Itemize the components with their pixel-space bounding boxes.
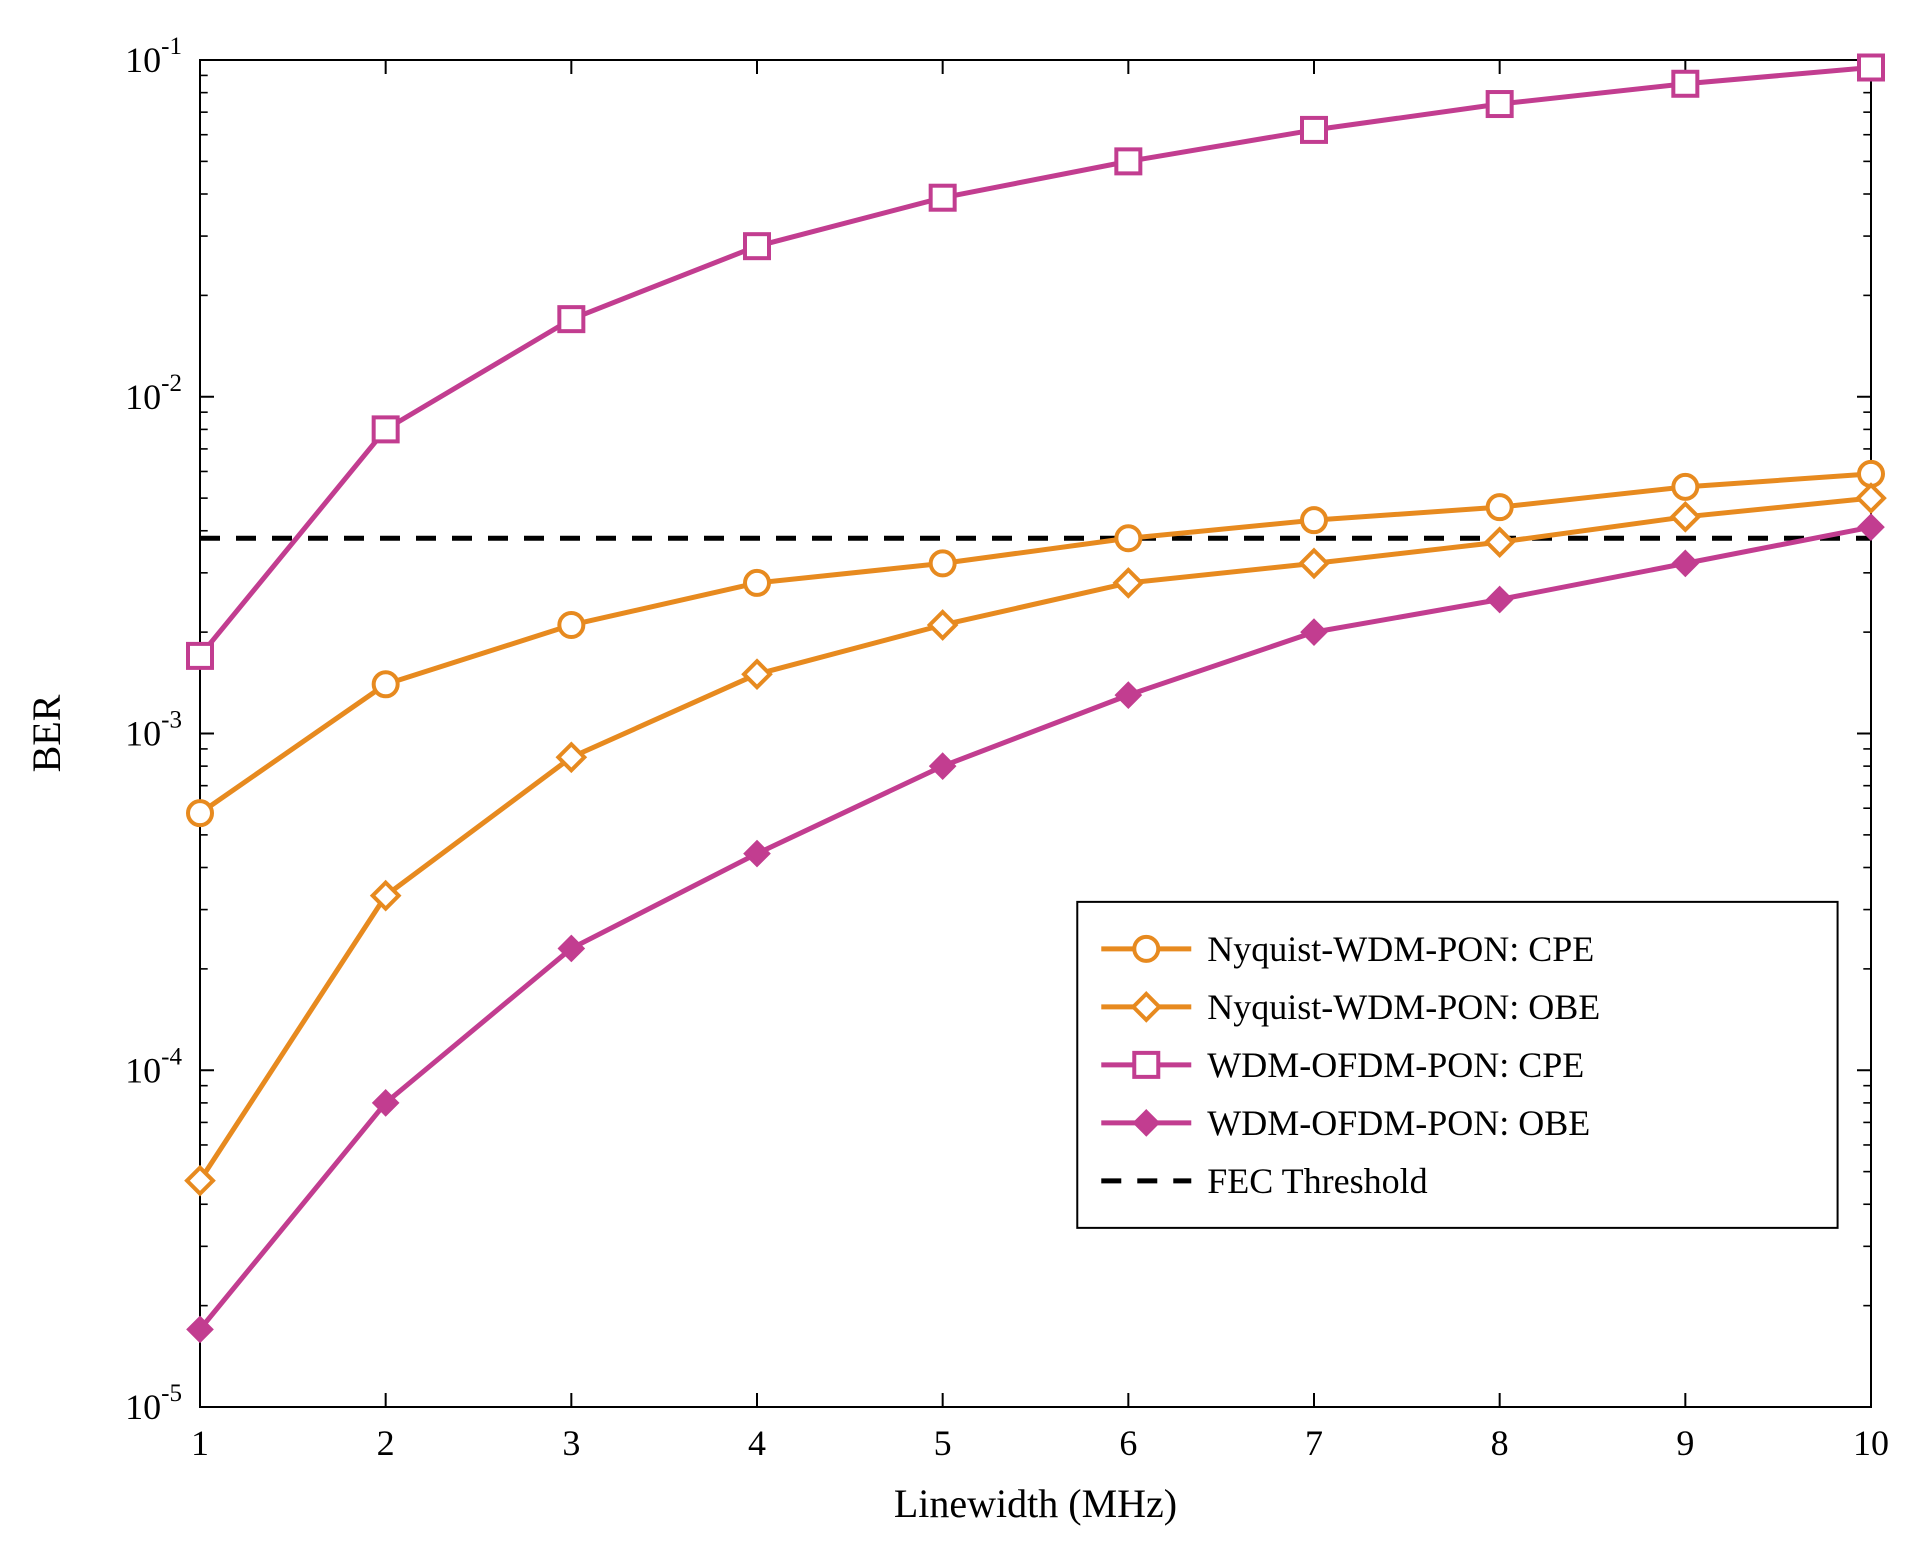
chart-background — [0, 0, 1931, 1547]
x-tick-label: 9 — [1676, 1423, 1694, 1463]
legend-label: WDM-OFDM-PON: OBE — [1207, 1103, 1590, 1143]
marker-circle — [1673, 475, 1697, 499]
marker-circle — [1116, 526, 1140, 550]
x-tick-label: 5 — [934, 1423, 952, 1463]
marker-circle — [745, 571, 769, 595]
ber-vs-linewidth-chart: 12345678910Linewidth (MHz)10-510-410-310… — [0, 0, 1931, 1547]
chart-svg: 12345678910Linewidth (MHz)10-510-410-310… — [0, 0, 1931, 1547]
x-tick-label: 4 — [748, 1423, 766, 1463]
x-axis-label: Linewidth (MHz) — [894, 1481, 1177, 1526]
legend: Nyquist-WDM-PON: CPE Nyquist-WDM-PON: OBE… — [1077, 902, 1837, 1228]
x-tick-label: 10 — [1853, 1423, 1889, 1463]
marker-circle — [559, 613, 583, 637]
marker-square — [1116, 149, 1140, 173]
marker-square — [745, 234, 769, 258]
marker-square — [1673, 72, 1697, 96]
legend-label: FEC Threshold — [1207, 1161, 1427, 1201]
marker-square — [931, 186, 955, 210]
marker-circle — [374, 672, 398, 696]
legend-label: WDM-OFDM-PON: CPE — [1207, 1045, 1584, 1085]
marker-square — [559, 307, 583, 331]
x-tick-label: 7 — [1305, 1423, 1323, 1463]
marker-circle — [931, 551, 955, 575]
marker-circle — [1488, 495, 1512, 519]
legend-label: Nyquist-WDM-PON: OBE — [1207, 987, 1600, 1027]
marker-square — [1302, 118, 1326, 142]
x-tick-label: 3 — [562, 1423, 580, 1463]
marker-circle — [1134, 937, 1158, 961]
y-axis-label: BER — [24, 694, 69, 772]
marker-square — [188, 644, 212, 668]
legend-label: Nyquist-WDM-PON: CPE — [1207, 929, 1594, 969]
x-tick-label: 2 — [377, 1423, 395, 1463]
marker-square — [1488, 92, 1512, 116]
x-tick-label: 6 — [1119, 1423, 1137, 1463]
marker-circle — [1302, 508, 1326, 532]
marker-square — [1134, 1053, 1158, 1077]
marker-circle — [188, 801, 212, 825]
x-tick-label: 1 — [191, 1423, 209, 1463]
marker-square — [1859, 56, 1883, 80]
x-tick-label: 8 — [1491, 1423, 1509, 1463]
marker-square — [374, 417, 398, 441]
